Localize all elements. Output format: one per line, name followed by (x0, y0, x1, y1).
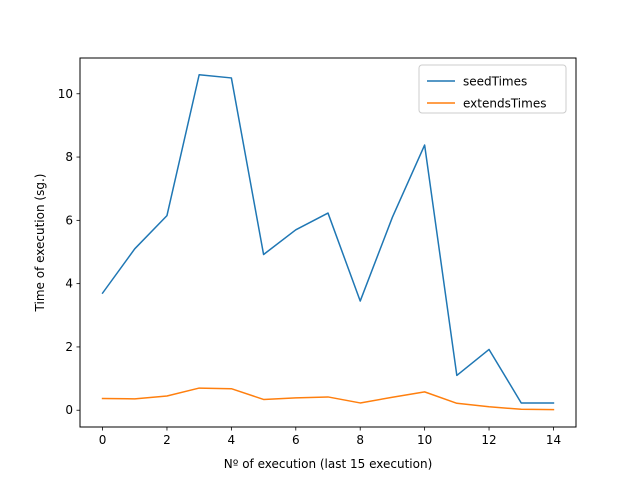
plot-frame (79, 57, 577, 428)
y-tick-label: 8 (65, 150, 73, 164)
y-tick-label: 2 (65, 340, 73, 354)
y-tick-label: 0 (65, 403, 73, 417)
x-tick-label: 6 (292, 433, 300, 447)
legend-box (418, 64, 567, 114)
x-tick-label: 14 (546, 433, 561, 447)
x-tick-label: 12 (481, 433, 496, 447)
x-tick-label: 0 (99, 433, 107, 447)
x-tick-label: 10 (417, 433, 432, 447)
x-tick-label: 4 (228, 433, 236, 447)
y-axis-label: Time of execution (sg.) (33, 174, 47, 313)
series-line-extendsTimes (101, 387, 555, 411)
y-tick-label: 6 (65, 213, 73, 227)
x-tick-label: 2 (163, 433, 171, 447)
ticks-layer: 0 2 4 6 8 10 12 14 0 2 4 6 8 10 (58, 87, 561, 447)
y-tick-label: 4 (65, 277, 73, 291)
series-layer (101, 74, 555, 411)
x-tick-label: 8 (356, 433, 364, 447)
x-axis-label: Nº of execution (last 15 execution) (224, 457, 433, 471)
legend: seedTimes extendsTimes (418, 64, 567, 114)
series-line-seedTimes (101, 74, 555, 404)
legend-label-seedTimes: seedTimes (463, 75, 527, 89)
y-tick-label: 10 (58, 87, 73, 101)
legend-label-extendsTimes: extendsTimes (463, 97, 546, 111)
